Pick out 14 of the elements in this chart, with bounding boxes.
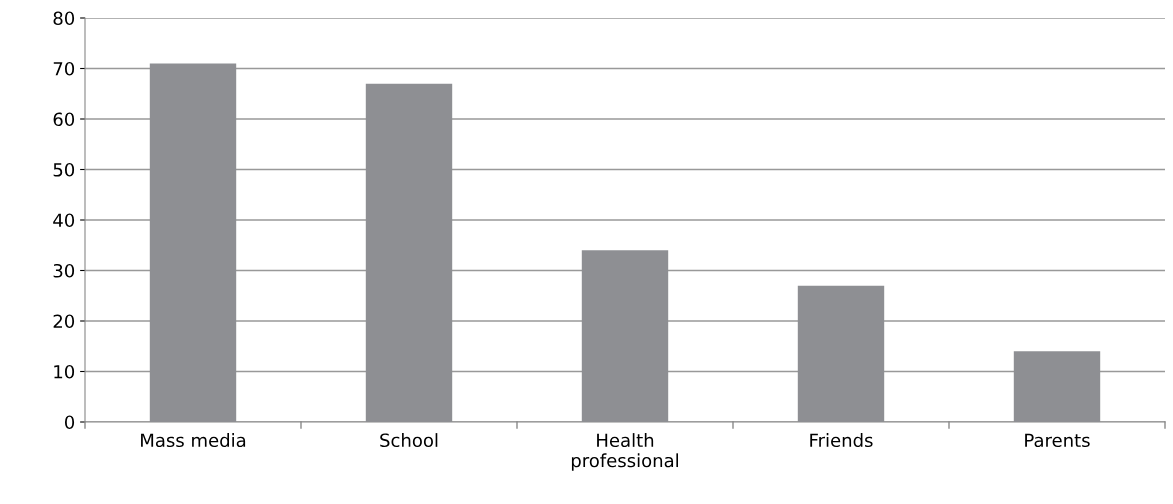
- y-tick-label: 80: [53, 11, 75, 26]
- x-tick-label: Parents: [1025, 433, 1090, 448]
- x-tick-label: Friends: [810, 433, 873, 448]
- y-tick-label: 0: [64, 415, 75, 430]
- y-tick-label: 50: [53, 162, 75, 177]
- y-tick-label: 20: [53, 314, 75, 329]
- x-tick-label: School: [380, 433, 438, 448]
- y-tick-label: 10: [54, 364, 75, 379]
- y-tick-label: 40: [53, 213, 75, 228]
- y-tick-label: 60: [53, 112, 75, 127]
- x-tick-label: Mass media: [141, 433, 246, 448]
- y-tick-label: 70: [53, 61, 75, 76]
- x-tick-label: Health professional: [571, 433, 678, 471]
- y-tick-label: 30: [53, 263, 75, 278]
